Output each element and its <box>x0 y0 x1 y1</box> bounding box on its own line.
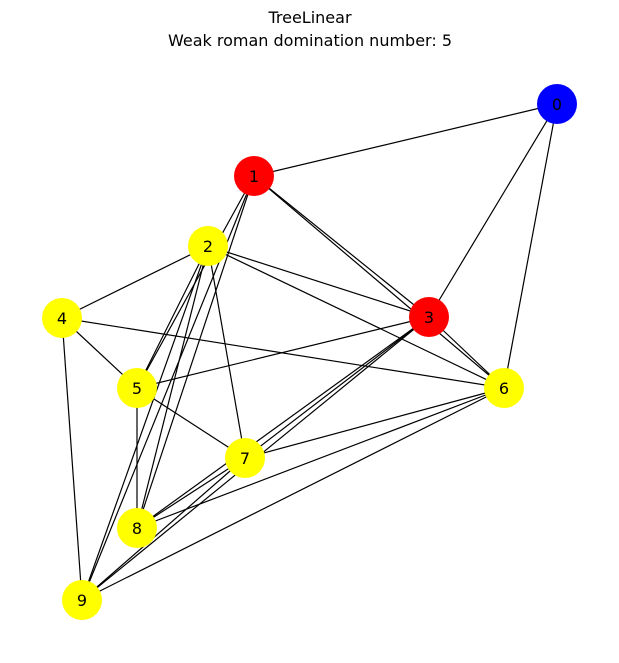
edge-layer <box>61 103 558 601</box>
edge-0-6 <box>503 103 558 389</box>
node-label-5: 5 <box>132 379 142 398</box>
edge-2-4 <box>61 245 209 319</box>
edge-6-7 <box>244 387 505 459</box>
node-label-7: 7 <box>240 449 250 468</box>
edge-7-9 <box>81 457 246 601</box>
node-label-2: 2 <box>203 237 213 256</box>
edge-1-3 <box>253 175 430 318</box>
node-circle-0 <box>537 84 577 124</box>
node-0: 0 <box>537 84 577 124</box>
node-3: 3 <box>409 297 449 337</box>
edge-2-6 <box>207 245 505 389</box>
node-circle-1 <box>234 156 274 196</box>
edge-2-8 <box>136 245 209 529</box>
edge-2-7 <box>207 245 246 459</box>
node-1: 1 <box>234 156 274 196</box>
edge-7-8 <box>136 457 246 529</box>
edge-2-9 <box>81 245 209 601</box>
node-label-8: 8 <box>132 519 142 538</box>
figure-title: TreeLinear <box>267 8 351 27</box>
edge-1-9 <box>81 175 255 601</box>
node-circle-7 <box>225 438 265 478</box>
node-circle-3 <box>409 297 449 337</box>
node-4: 4 <box>42 298 82 338</box>
edge-4-9 <box>61 317 83 601</box>
node-5: 5 <box>117 368 157 408</box>
node-label-6: 6 <box>499 379 509 398</box>
node-2: 2 <box>188 226 228 266</box>
figure-subtitle: Weak roman domination number: 5 <box>168 31 452 50</box>
edge-4-6 <box>61 317 505 389</box>
edge-3-7 <box>244 316 430 459</box>
edge-1-8 <box>136 175 255 529</box>
node-circle-9 <box>62 580 102 620</box>
edge-2-5 <box>136 245 209 389</box>
node-circle-4 <box>42 298 82 338</box>
node-layer: 0 1 2 3 4 5 6 7 8 9 <box>42 84 577 620</box>
node-9: 9 <box>62 580 102 620</box>
edge-6-9 <box>81 387 505 601</box>
edge-5-7 <box>136 387 246 459</box>
edge-6-8 <box>136 387 505 529</box>
node-6: 6 <box>484 368 524 408</box>
node-label-9: 9 <box>77 591 87 610</box>
edge-1-6 <box>253 175 505 389</box>
node-circle-2 <box>188 226 228 266</box>
edge-0-1 <box>253 103 558 177</box>
node-label-3: 3 <box>424 308 434 327</box>
node-label-4: 4 <box>57 309 67 328</box>
node-8: 8 <box>117 508 157 548</box>
edge-2-3 <box>207 245 430 318</box>
node-circle-8 <box>117 508 157 548</box>
edge-3-8 <box>136 316 430 529</box>
node-label-1: 1 <box>249 167 259 186</box>
node-7: 7 <box>225 438 265 478</box>
node-circle-6 <box>484 368 524 408</box>
edge-0-3 <box>428 103 558 318</box>
node-label-0: 0 <box>552 95 562 114</box>
node-circle-5 <box>117 368 157 408</box>
